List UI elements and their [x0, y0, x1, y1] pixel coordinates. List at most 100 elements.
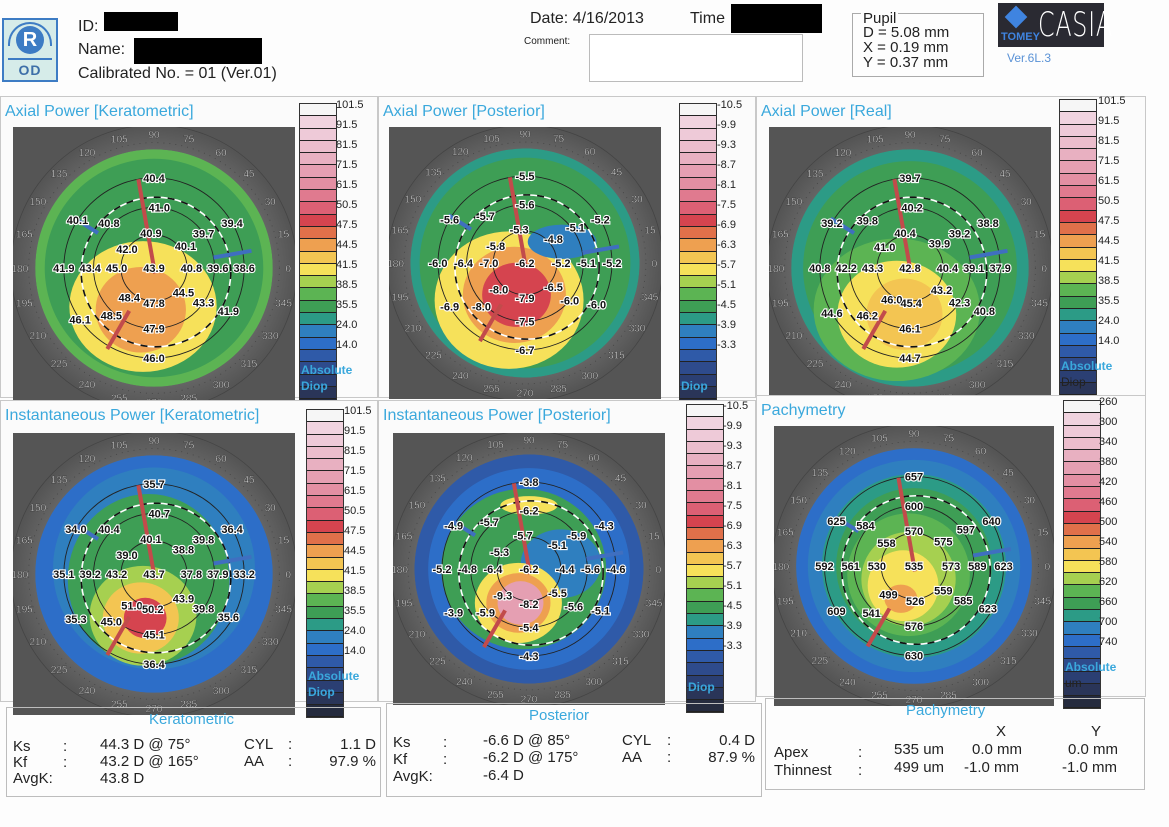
map-value-label: 38.6: [233, 263, 254, 275]
kf-label: Kf: [13, 754, 28, 771]
axis-marker: [213, 248, 252, 260]
corneal-map[interactable]: 0 15 30 45 60 75 90 105 120 135 150 165 180 195 210 225…: [13, 127, 295, 409]
corneal-map[interactable]: 0 15 30 45 60 75 90 105 120 135 150 165 180 195 210 225…: [769, 127, 1051, 409]
map-value-label: -6.9: [440, 301, 459, 313]
legend-label: 101.5: [1098, 95, 1126, 107]
map-panel: Pachymetry 0 15 30 45 60 75 90 105 120 135 150 165 18…: [756, 395, 1146, 710]
legend-swatch: [300, 386, 336, 400]
angle-label: 60: [584, 147, 596, 158]
axis-marker: [511, 482, 532, 575]
map-value-label: 41.9: [218, 306, 239, 318]
legend-swatch: [680, 263, 716, 277]
map-ring: [93, 207, 215, 329]
legend-swatch: [307, 446, 343, 460]
angle-label: 330: [629, 324, 646, 335]
legend-swatch: [687, 589, 723, 602]
map-value-label: 40.4: [894, 228, 916, 240]
col-y-header: Y: [1091, 723, 1102, 740]
legend-swatch: [1064, 462, 1100, 475]
angle-label: 195: [16, 299, 33, 310]
legend-swatch: [680, 362, 716, 375]
corneal-map[interactable]: 0 15 30 45 60 75 90 105 120 135 150 165 180 195 210 225…: [389, 127, 661, 399]
angle-label: 0: [652, 259, 658, 270]
legend-swatch: [687, 638, 723, 651]
colon: :: [63, 754, 68, 771]
angle-label: 330: [1018, 331, 1035, 342]
angle-label: 285: [554, 690, 571, 701]
legend-swatch: [300, 165, 336, 178]
map-value-label: 38.8: [173, 544, 194, 556]
map-value-label: -8.0: [472, 302, 491, 314]
map-ring: [441, 481, 617, 657]
legend-swatch: [680, 313, 716, 326]
legend-mode: Absolute: [1061, 359, 1113, 373]
legend-label: 24.0: [1098, 315, 1120, 327]
legend-swatch: [307, 459, 343, 472]
map-ring: [28, 142, 280, 394]
legend-swatch: [307, 643, 343, 656]
legend-swatch: [300, 337, 336, 350]
map-value-label: 40.9: [140, 228, 161, 240]
map-value-label: 640: [982, 516, 1000, 528]
map-value-label: 40.7: [149, 509, 170, 521]
map-value-label: 575: [934, 536, 952, 548]
angle-label: 90: [904, 130, 916, 141]
map-value-label: 43.4: [80, 263, 102, 275]
legend-label: 540: [1099, 536, 1118, 548]
exam-date: Date: 4/16/2013: [530, 10, 644, 27]
legend-label: 38.5: [1098, 275, 1120, 287]
angle-label: 270: [521, 694, 538, 705]
map-value-label: 541: [862, 608, 880, 620]
corneal-map[interactable]: 0 15 30 45 60 75 90 105 120 135 150 165 180 195 210 225…: [393, 433, 665, 705]
map-value-label: -5.2: [552, 258, 571, 270]
map-value-label: 585: [954, 595, 972, 607]
axis-marker: [582, 244, 620, 255]
name-redacted: [134, 38, 262, 64]
legend-label: -8.7: [717, 159, 736, 171]
legend-swatch: [1060, 382, 1096, 396]
legend-swatch: [300, 313, 336, 326]
legend-swatch: [680, 214, 716, 227]
legend-label: 61.5: [1098, 175, 1120, 187]
color-zone: [497, 581, 544, 625]
map-ring: [120, 540, 188, 608]
corneal-map[interactable]: 0 15 30 45 60 75 90 105 120 135 150 165 180 195 210 225…: [13, 433, 295, 715]
legend-swatch: [1064, 659, 1100, 672]
legend-swatch: [1064, 425, 1100, 438]
thinnest-thickness: 499 um: [894, 759, 945, 776]
map-value-label: 35.1: [53, 569, 74, 581]
legend-unit: Diop: [301, 379, 328, 393]
legend-swatch: [687, 527, 723, 541]
angle-label: 255: [111, 394, 128, 405]
colon: :: [63, 738, 68, 755]
angle-label: 195: [777, 596, 794, 607]
map-title: Axial Power [Posterior]: [383, 103, 545, 120]
map-value-label: 37.9: [207, 569, 228, 581]
map-title: Pachymetry: [761, 402, 846, 419]
angle-label: 45: [615, 473, 627, 484]
map-panel: Axial Power [Keratometric] 0 15 30 45 60 75 90 1…: [0, 96, 378, 413]
angle-label: 60: [216, 454, 228, 465]
corneal-map[interactable]: 0 15 30 45 60 75 90 105 120 135 150 165 180 195 210 225…: [774, 426, 1054, 706]
legend-swatch: [680, 276, 716, 289]
legend-swatch: [680, 300, 716, 314]
pupil-info: Pupil D = 5.08 mm X = 0.19 mm Y = 0.37 m…: [852, 10, 984, 77]
legend-label: -7.5: [717, 199, 736, 211]
angle-label: 150: [405, 194, 422, 205]
angle-label: 0: [1044, 562, 1050, 573]
angle-label: 60: [972, 148, 984, 159]
legend-swatch: [307, 422, 343, 435]
legend-swatch: [687, 614, 723, 627]
angle-label: 0: [285, 264, 291, 275]
comment-textarea[interactable]: [589, 34, 803, 82]
angle-label: 90: [908, 429, 920, 440]
colon: :: [667, 732, 672, 749]
colon: :: [288, 753, 293, 770]
angle-label: 90: [519, 130, 531, 141]
legend-mode: Absolute: [308, 669, 360, 683]
pachymetry-title: Pachymetry: [906, 702, 986, 719]
map-value-label: -6.4: [483, 564, 503, 576]
legend-swatch: [307, 557, 343, 570]
colon: :: [288, 736, 293, 753]
map-value-label: 40.8: [974, 306, 995, 318]
